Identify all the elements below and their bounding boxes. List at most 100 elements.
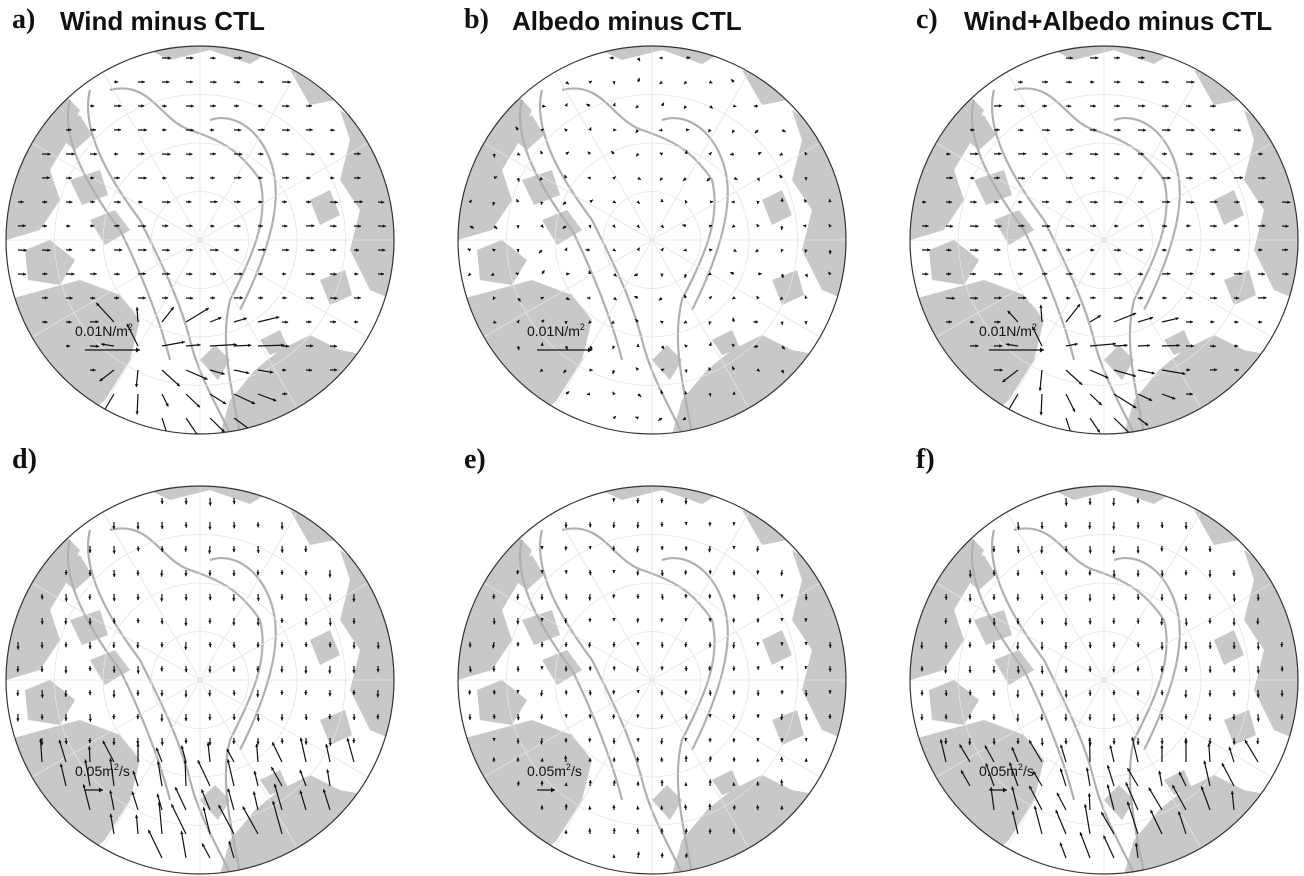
vector-arrowhead: [968, 670, 971, 673]
vector-arrowhead: [992, 646, 995, 649]
vector-arrowhead: [305, 717, 308, 720]
vector-arrowhead: [136, 645, 139, 648]
vector-arrowhead: [1184, 695, 1187, 698]
vector-arrowhead: [238, 176, 241, 179]
vector-arrowhead: [1163, 248, 1166, 251]
vector-arrowhead: [135, 307, 138, 310]
vector-arrowhead: [756, 620, 759, 623]
vector-arrowhead: [973, 272, 976, 275]
vector-arrow: [1040, 370, 1042, 391]
vector-arrowhead: [1095, 56, 1098, 59]
vector-arrowhead: [328, 671, 331, 674]
vector-arrowhead: [708, 595, 711, 598]
vector-arrowhead: [304, 692, 307, 695]
land-mass: [1194, 510, 1239, 545]
vector-arrowhead: [1232, 573, 1235, 576]
vector-arrowhead: [660, 321, 663, 324]
vector-arrowhead: [612, 855, 615, 858]
vector-arrowhead: [709, 692, 712, 695]
vector-arrowhead: [1237, 248, 1240, 251]
scale-label: 0.05m2/s: [979, 762, 1034, 779]
vector-arrowhead: [118, 200, 121, 203]
polar-map-b: 0.01N/m2: [456, 44, 848, 436]
vector-arrowhead: [1141, 224, 1144, 227]
vector-arrowhead: [1044, 248, 1047, 251]
vector-arrowhead: [280, 526, 283, 529]
vector-arrowhead: [1089, 645, 1092, 648]
panel-label-f: f): [916, 444, 935, 476]
vector-arrowhead: [1190, 272, 1193, 275]
vector-arrowhead: [160, 621, 163, 624]
vector-arrowhead: [92, 248, 95, 251]
vector-arrowhead: [1071, 224, 1074, 227]
vector-arrowhead: [564, 571, 567, 574]
vector-arrow: [186, 308, 209, 322]
vector-arrow: [1066, 304, 1080, 322]
vector-arrowhead: [190, 296, 193, 299]
vector-arrowhead: [708, 129, 711, 132]
vector-arrowhead: [1184, 669, 1187, 672]
land-mass: [772, 710, 804, 745]
vector-arrowhead: [925, 272, 928, 275]
vector-arrowhead: [992, 693, 995, 696]
vector-arrowhead: [143, 272, 146, 275]
vector-arrowhead: [1092, 296, 1095, 299]
vector-arrowhead: [1069, 200, 1072, 203]
land-mass: [910, 720, 1044, 874]
vector-arrowhead: [260, 296, 263, 299]
vector-arrowhead: [280, 644, 283, 647]
vector-arrowhead: [1189, 296, 1192, 299]
vector-arrowhead: [637, 177, 640, 180]
vector-arrowhead: [610, 56, 613, 59]
vector-arrowhead: [708, 296, 711, 299]
vector-arrowhead: [660, 524, 663, 527]
vector-arrowhead: [759, 272, 762, 275]
vector-arrowhead: [285, 320, 288, 323]
vector-arrowhead: [1214, 176, 1217, 179]
vector-arrowhead: [118, 128, 121, 131]
vector-arrow: [347, 738, 354, 762]
land-mass: [974, 170, 1012, 205]
vector-arrowhead: [613, 780, 616, 783]
scale-label: 0.05m2/s: [75, 762, 130, 779]
vector-arrowhead: [1112, 669, 1115, 672]
vector-arrowhead: [636, 153, 639, 156]
vector-arrowhead: [163, 128, 166, 131]
vector-arrowhead: [685, 345, 688, 348]
vector-arrowhead: [588, 619, 591, 622]
vector-arrowhead: [1070, 128, 1073, 131]
vector-arrowhead: [974, 200, 977, 203]
vector-arrowhead: [208, 717, 211, 720]
vector-arrowhead: [233, 525, 236, 528]
bathymetry-contour: [210, 558, 276, 750]
vector-arrowhead: [117, 176, 120, 179]
vector-arrowhead: [1160, 692, 1163, 695]
land-mass: [1124, 335, 1298, 434]
vector-arrowhead: [636, 224, 639, 227]
land-mass: [1214, 630, 1244, 665]
land-mass: [522, 170, 560, 205]
vector-arrowhead: [184, 623, 187, 626]
vector-arrowhead: [780, 152, 784, 155]
vector-arrowhead: [208, 669, 211, 672]
land-mass: [792, 550, 846, 740]
vector-arrowhead: [1209, 646, 1212, 649]
vector-arrowhead: [920, 693, 923, 696]
land-mass: [290, 70, 335, 105]
vector-arrowhead: [660, 500, 663, 503]
vector-arrowhead: [136, 620, 139, 623]
vector-arrowhead: [1089, 550, 1092, 553]
vector-arrowhead: [708, 152, 711, 155]
vector-arrowhead: [88, 668, 91, 671]
vector-arrowhead: [589, 524, 592, 527]
vector-arrowhead: [1232, 693, 1235, 696]
vector-arrowhead: [635, 417, 638, 420]
vector-arrowhead: [1045, 176, 1048, 179]
polar-map-f: 0.05m2/s: [908, 484, 1300, 876]
vector-arrowhead: [516, 199, 519, 202]
vector-arrowhead: [660, 780, 663, 783]
vector-arrowhead: [184, 740, 187, 743]
vector-arrowhead: [613, 297, 616, 300]
vector-arrowhead: [1143, 128, 1146, 131]
vector-arrowhead: [1064, 525, 1067, 528]
